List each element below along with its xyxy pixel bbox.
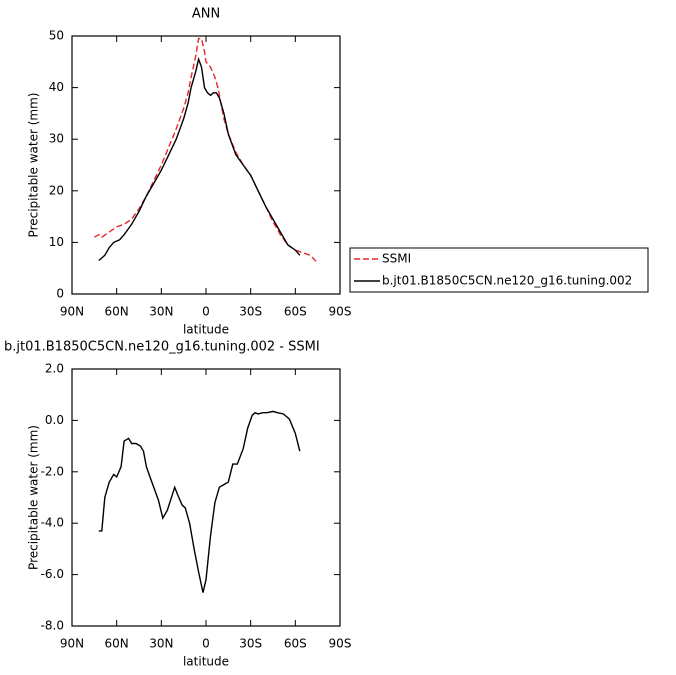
y-tick-label: 40 bbox=[49, 80, 64, 94]
x-tick-label: 30N bbox=[149, 637, 173, 651]
x-axis-label: latitude bbox=[183, 655, 229, 669]
y-tick-label: -4.0 bbox=[41, 516, 64, 530]
x-tick-label: 90N bbox=[60, 305, 84, 319]
legend-box bbox=[349, 247, 649, 293]
y-axis-label: Precipitable water (mm) bbox=[27, 425, 41, 570]
x-tick-label: 30S bbox=[239, 637, 262, 651]
x-tick-label: 60S bbox=[284, 305, 307, 319]
chart-title: ANN bbox=[192, 7, 220, 22]
data-line bbox=[98, 410, 301, 593]
data-line bbox=[98, 56, 301, 262]
y-tick-label: 0.0 bbox=[45, 413, 64, 427]
y-tick-label: 2.0 bbox=[45, 362, 64, 376]
y-tick-label: -8.0 bbox=[41, 619, 64, 633]
x-tick-label: 90N bbox=[60, 637, 84, 651]
x-tick-label: 0 bbox=[202, 637, 210, 651]
legend-label: b.jt01.B1850C5CN.ne120_g16.tuning.002 bbox=[382, 274, 632, 288]
y-tick-label: 30 bbox=[49, 132, 64, 146]
y-axis-label: Precipitable water (mm) bbox=[27, 93, 41, 238]
x-tick-label: 60N bbox=[105, 305, 129, 319]
y-tick-label: 10 bbox=[49, 235, 64, 249]
y-tick-label: 20 bbox=[49, 183, 64, 197]
x-tick-label: 90S bbox=[329, 305, 352, 319]
data-line bbox=[93, 37, 319, 264]
x-axis-label: latitude bbox=[183, 323, 229, 337]
y-tick-label: 50 bbox=[49, 29, 64, 43]
x-tick-label: 90S bbox=[329, 637, 352, 651]
y-tick-label: -2.0 bbox=[41, 464, 64, 478]
chart-title: b.jt01.B1850C5CN.ne120_g16.tuning.002 - … bbox=[4, 340, 320, 355]
x-tick-label: 0 bbox=[202, 305, 210, 319]
x-tick-label: 60S bbox=[284, 637, 307, 651]
legend-label: SSMI bbox=[382, 252, 411, 266]
plot-frame bbox=[71, 368, 341, 627]
x-tick-label: 60N bbox=[105, 637, 129, 651]
x-tick-label: 30S bbox=[239, 305, 262, 319]
y-tick-label: 0 bbox=[56, 287, 64, 301]
x-tick-label: 30N bbox=[149, 305, 173, 319]
y-tick-label: -6.0 bbox=[41, 567, 64, 581]
